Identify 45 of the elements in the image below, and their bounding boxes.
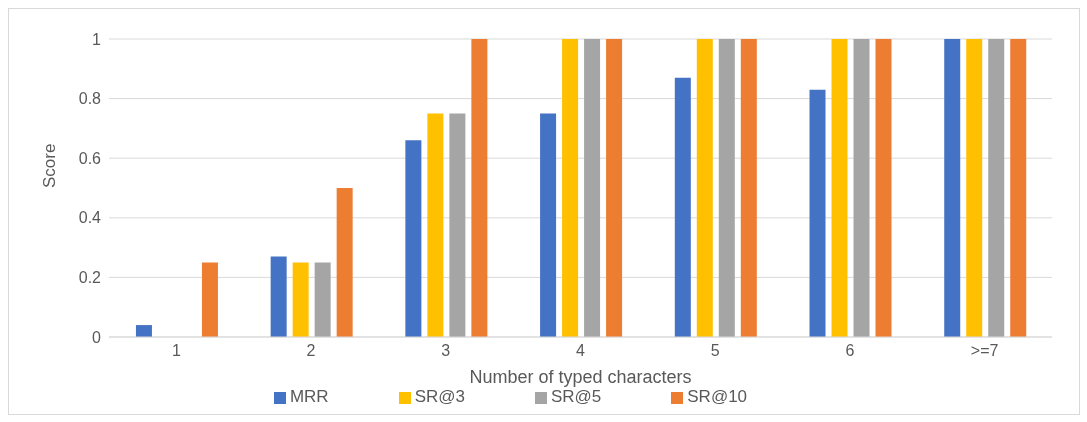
- bar: [740, 39, 757, 337]
- bar: [1010, 39, 1027, 337]
- bar: [449, 113, 466, 337]
- bar: [292, 262, 309, 337]
- bar: [314, 262, 331, 337]
- bar: [405, 140, 422, 337]
- x-tick-label: 1: [171, 342, 181, 360]
- x-tick-label: 2: [306, 342, 316, 360]
- legend-label: MRR: [289, 387, 329, 406]
- x-tick-label: >=7: [970, 342, 999, 360]
- y-tick-label: 0.6: [78, 149, 102, 167]
- bar: [584, 39, 601, 337]
- x-tick-label: 6: [845, 342, 855, 360]
- y-tick-label: 0: [92, 328, 102, 346]
- bar: [944, 39, 961, 337]
- x-axis-title: Number of typed characters: [469, 367, 692, 387]
- bar: [809, 89, 826, 337]
- y-tick-label: 0.8: [78, 90, 102, 108]
- bar: [853, 39, 870, 337]
- bar: [270, 256, 287, 337]
- bar: [831, 39, 848, 337]
- bar: [674, 77, 691, 337]
- bar: [540, 113, 557, 337]
- bar: [471, 39, 488, 337]
- bar: [201, 262, 218, 337]
- y-tick-label: 1: [92, 30, 102, 48]
- x-tick-label: 4: [576, 342, 586, 360]
- y-tick-label: 0.4: [78, 209, 102, 227]
- bar: [966, 39, 983, 337]
- bar: [606, 39, 623, 337]
- bar: [875, 39, 892, 337]
- legend-label: SR@3: [414, 387, 465, 406]
- y-tick-label: 0.2: [78, 269, 102, 287]
- bar: [696, 39, 713, 337]
- legend-label: SR@10: [687, 387, 748, 406]
- bar: [135, 325, 152, 337]
- legend-label: SR@5: [550, 387, 602, 406]
- x-tick-label: 3: [441, 342, 451, 360]
- bar: [718, 39, 735, 337]
- bar: [427, 113, 444, 337]
- y-axis-title: Score: [40, 143, 60, 188]
- bar: [336, 188, 353, 337]
- x-tick-label: 5: [710, 342, 720, 360]
- bar: [988, 39, 1005, 337]
- bar: [562, 39, 579, 337]
